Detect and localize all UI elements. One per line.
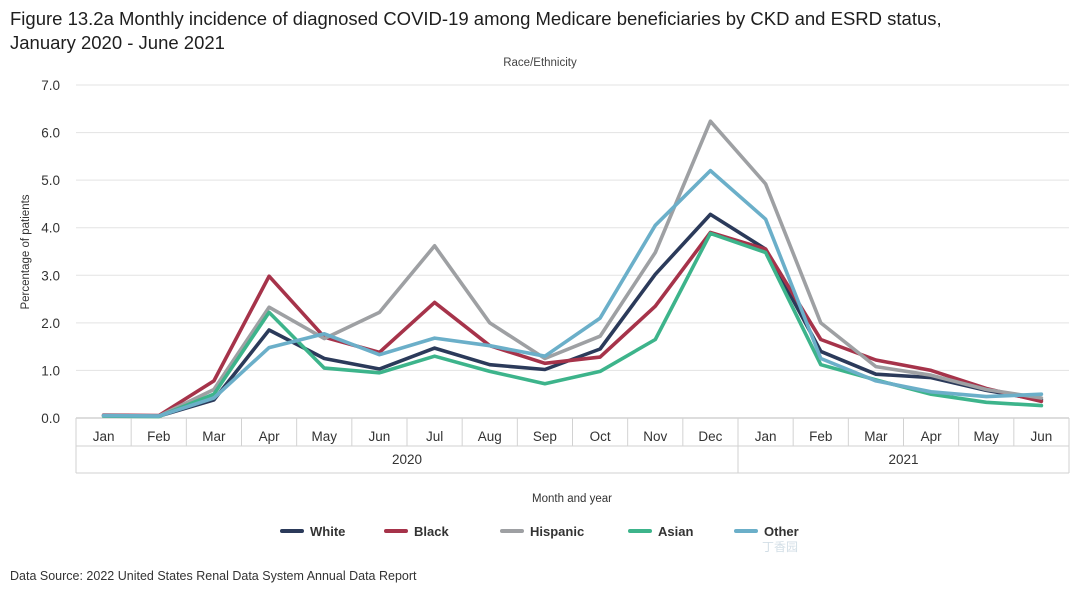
x-tick-label: Feb (147, 429, 170, 444)
x-tick-label: Jun (369, 429, 391, 444)
x-tick-label: Jul (426, 429, 443, 444)
y-tick-label: 4.0 (41, 221, 60, 236)
legend-item-white: White (280, 524, 345, 539)
series-line-other (101, 168, 1044, 418)
series-lines (101, 119, 1044, 419)
x-tick-label: Aug (478, 429, 502, 444)
x-tick-label: Dec (698, 429, 722, 444)
legend-item-black: Black (384, 524, 449, 539)
data-source-note: Data Source: 2022 United States Renal Da… (10, 569, 417, 583)
legend-label: Black (414, 524, 449, 539)
x-tick-label: Sep (533, 429, 557, 444)
y-tick-label: 7.0 (41, 78, 60, 93)
x-tick-label: Nov (643, 429, 667, 444)
legend-label: White (310, 524, 345, 539)
y-tick-label: 0.0 (41, 411, 60, 426)
x-axis-label: Month and year (532, 493, 612, 505)
legend-label: Asian (658, 524, 693, 539)
grid-lines (76, 84, 1069, 371)
x-tick-label: Jun (1031, 429, 1053, 444)
x-tick-label: Mar (864, 429, 888, 444)
y-axis-ticks: 0.0 1.0 2.0 3.0 4.0 5.0 6.0 7.0 (41, 78, 60, 426)
legend: White Black Hispanic Asian Other (280, 524, 799, 539)
y-tick-label: 3.0 (41, 268, 60, 283)
x-tick-label: Jan (755, 429, 777, 444)
legend-label: Hispanic (530, 524, 584, 539)
year-group-label: 2021 (888, 452, 918, 467)
legend-item-hispanic: Hispanic (500, 524, 584, 539)
legend-label: Other (764, 524, 799, 539)
y-tick-label: 5.0 (41, 173, 60, 188)
x-tick-label: May (311, 429, 337, 444)
y-tick-label: 1.0 (41, 363, 60, 378)
x-tick-label: Oct (590, 429, 611, 444)
series-line-black (101, 230, 1044, 418)
x-tick-label: Apr (259, 429, 281, 444)
watermark-logo: 丁香园 (762, 540, 799, 554)
series-line-hispanic (101, 119, 1044, 418)
legend-item-other: Other (734, 524, 799, 539)
y-tick-label: 6.0 (41, 126, 60, 141)
y-axis-label: Percentage of patients (20, 194, 32, 309)
legend-item-asian: Asian (628, 524, 693, 539)
x-axis: Jan Feb Mar Apr May Jun Jul Aug Sep Oct Nov Dec Jan F… (75, 417, 1070, 474)
chart-title: Figure 13.2a Monthly incidence of diagno… (10, 8, 942, 53)
x-tick-label: Feb (809, 429, 832, 444)
x-tick-label: Apr (921, 429, 943, 444)
year-group-label: 2020 (392, 452, 422, 467)
x-tick-label: May (973, 429, 999, 444)
chart-subtitle: Race/Ethnicity (503, 57, 577, 69)
x-tick-label: Jan (93, 429, 115, 444)
x-tick-label: Mar (202, 429, 226, 444)
y-tick-label: 2.0 (41, 316, 60, 331)
